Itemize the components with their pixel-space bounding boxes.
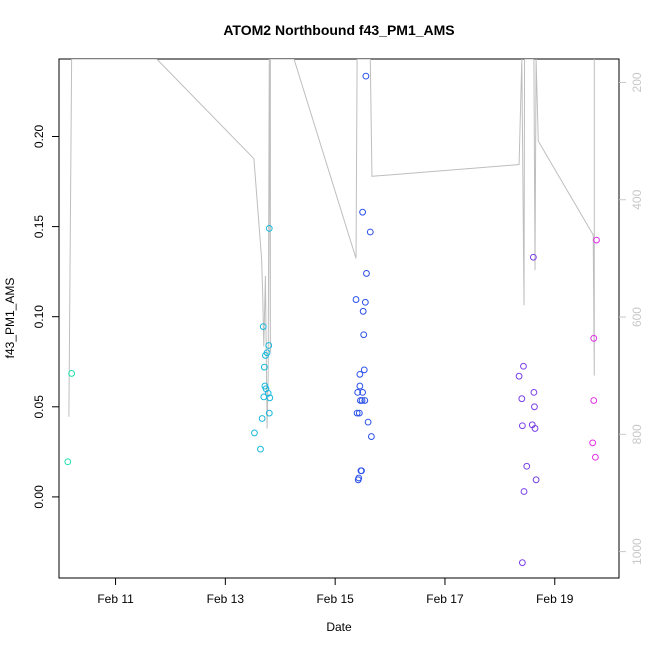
data-point [259,323,267,331]
data-point [264,389,272,397]
data-point [364,418,372,426]
x-axis-label: Date [326,620,352,634]
chart-title: ATOM2 Northbound f43_PM1_AMS [223,22,454,38]
data-point [530,388,538,396]
data-point [355,409,363,417]
data-point [353,409,361,417]
x-tick-label: Feb 11 [97,592,134,606]
scatter-points [64,72,600,567]
x-tick-label: Feb 13 [207,592,245,606]
data-point [518,422,526,430]
data-point [64,458,72,466]
data-point [590,334,598,342]
data-point [590,397,598,404]
data-point [366,228,374,236]
data-point [532,476,540,484]
gray-line-series [68,59,595,429]
data-point [358,397,366,404]
plot-frame [58,58,620,579]
plot-border [58,58,620,579]
data-point [591,453,599,461]
right-tick-label: 1000 [630,538,644,565]
data-point [593,236,600,244]
data-point [520,362,527,370]
data-point [352,296,360,303]
y-tick-label: 0.10 [32,305,46,329]
data-point [251,429,258,437]
data-point [531,425,539,432]
right-axis: 200 400 600 800 1000 [619,72,644,565]
y-axis-label: f43_PM1_AMS [3,278,17,359]
data-point [258,415,266,422]
data-point [529,253,537,261]
data-point [360,331,368,339]
data-point [589,439,597,447]
data-point [531,403,538,411]
x-tick-label: Feb 19 [536,592,574,606]
data-point [359,307,367,315]
data-point [359,388,367,396]
x-axis: Feb 11 Feb 13 Feb 15 Feb 17 Feb 19 [97,578,574,606]
data-point [361,397,369,404]
right-tick-label: 800 [630,424,644,444]
data-point [265,342,273,349]
series-line-0 [68,59,595,429]
right-tick-label: 200 [630,72,644,92]
data-point [265,225,273,232]
data-point [359,208,367,216]
data-point [518,395,526,403]
data-point [356,370,364,378]
y-axis: 0.00 0.05 0.10 0.15 0.20 [32,124,59,509]
data-point [266,394,274,402]
data-point [360,366,368,374]
data-point [354,388,362,396]
data-point [68,370,76,377]
x-tick-label: Feb 17 [426,592,464,606]
data-point [515,372,523,380]
data-point [520,488,528,495]
x-tick-label: Feb 15 [316,592,354,606]
data-point [362,72,370,80]
data-point [265,409,273,417]
y-tick-label: 0.00 [32,485,46,509]
data-point [518,559,526,567]
data-point [257,445,264,453]
data-point [263,349,271,357]
data-point [358,467,365,475]
data-point [355,474,363,482]
y-tick-label: 0.05 [32,395,46,419]
data-point [523,462,531,470]
data-point [356,382,364,390]
data-point [363,270,370,277]
right-tick-label: 400 [630,189,644,209]
y-tick-label: 0.15 [32,215,46,239]
right-tick-label: 600 [630,307,644,327]
data-point [260,363,268,371]
data-point [361,298,369,306]
data-point [367,433,375,440]
y-tick-label: 0.20 [32,124,46,148]
